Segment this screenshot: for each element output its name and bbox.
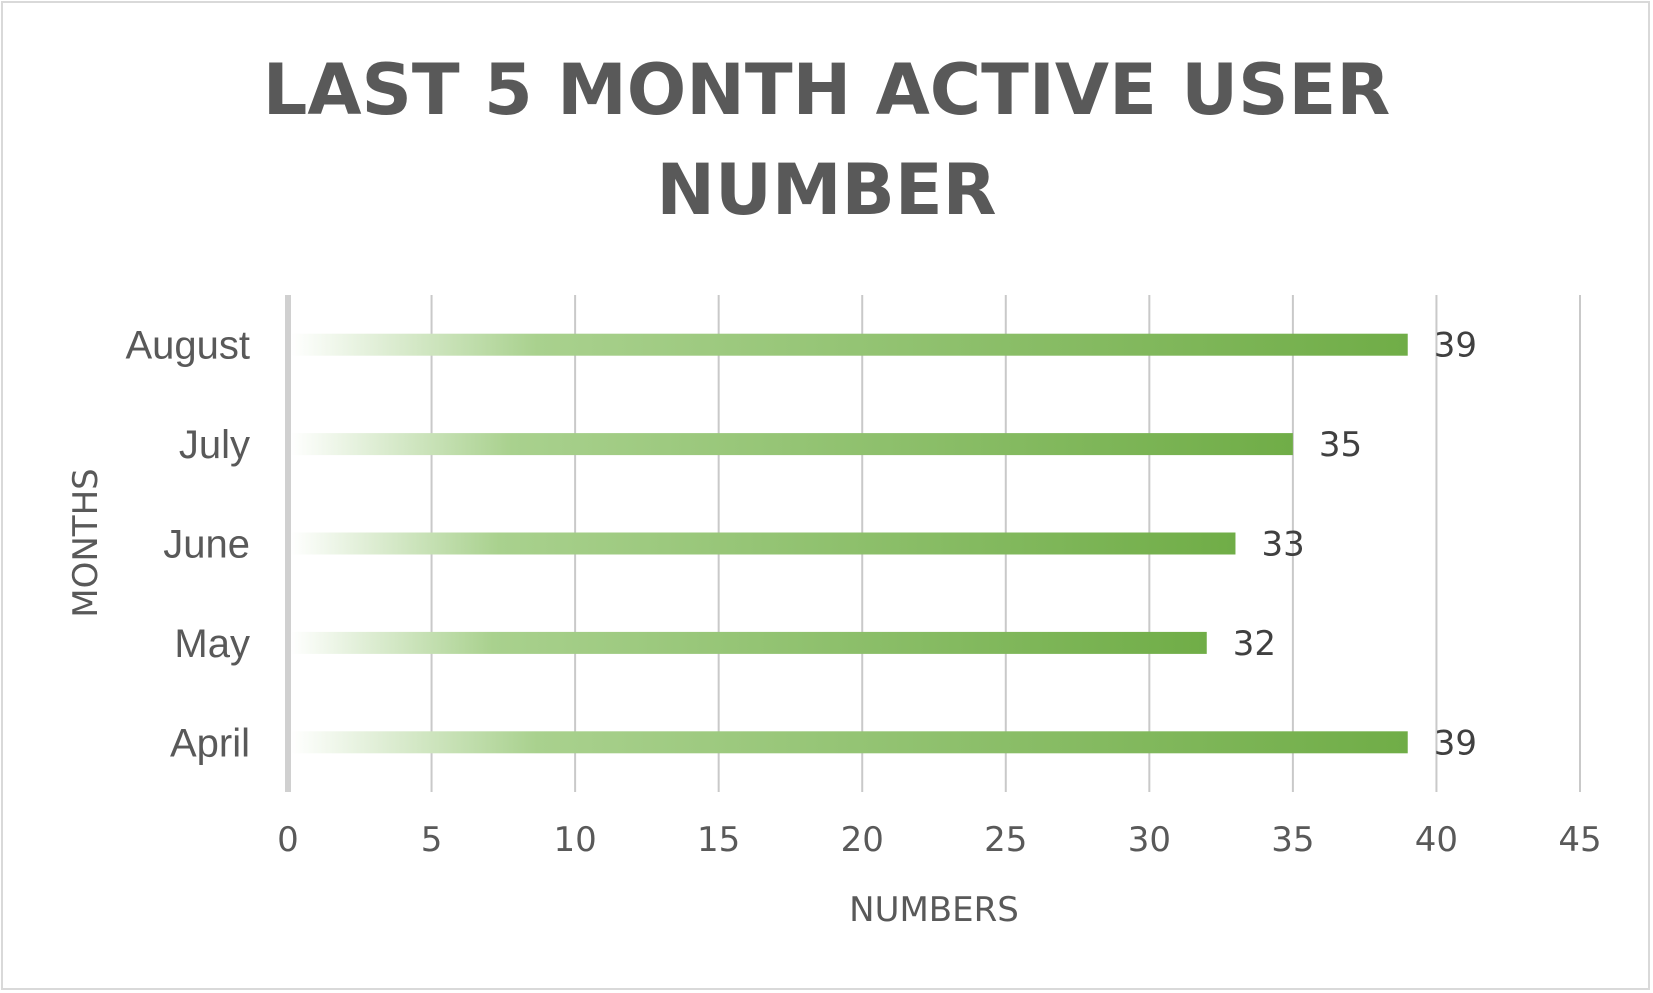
bar-august: [291, 333, 1408, 356]
data-label-july: 35: [1319, 425, 1362, 465]
data-label-june: 33: [1261, 525, 1304, 565]
y-tick-label-august: August: [125, 324, 250, 368]
bar-may: [291, 631, 1207, 654]
x-tick-label-5: 5: [421, 820, 443, 860]
x-tick-label-35: 35: [1271, 820, 1314, 860]
x-axis-title: NUMBERS: [849, 890, 1019, 930]
chart-title: LAST 5 MONTH ACTIVE USER NUMBER: [0, 40, 1653, 240]
data-label-august: 39: [1434, 326, 1477, 366]
x-tick-label-45: 45: [1558, 820, 1601, 860]
data-label-april: 39: [1434, 723, 1477, 763]
data-label-may: 32: [1233, 624, 1276, 664]
y-tick-label-may: May: [174, 622, 250, 666]
y-tick-label-june: June: [163, 523, 250, 567]
x-tick-label-20: 20: [841, 820, 884, 860]
y-axis-title: MONTHS: [66, 468, 106, 617]
x-tick-label-15: 15: [697, 820, 740, 860]
x-tick-label-30: 30: [1128, 820, 1171, 860]
chart-title-line-2: NUMBER: [656, 149, 997, 231]
x-tick-label-25: 25: [984, 820, 1027, 860]
y-tick-label-april: April: [170, 721, 250, 765]
x-tick-label-10: 10: [553, 820, 596, 860]
chart-title-line-1: LAST 5 MONTH ACTIVE USER: [262, 49, 1391, 131]
y-tick-label-july: July: [179, 423, 250, 467]
x-tick-label-40: 40: [1415, 820, 1458, 860]
labels: 0 5 10 15 20 25 30 35 40 45 April 39 May 32 June 33 July…: [125, 324, 1601, 860]
bar-july: [291, 433, 1293, 456]
x-tick-label-0: 0: [277, 820, 299, 860]
bars: [291, 333, 1408, 754]
bar-april: [291, 731, 1408, 754]
bar-june: [291, 532, 1236, 555]
